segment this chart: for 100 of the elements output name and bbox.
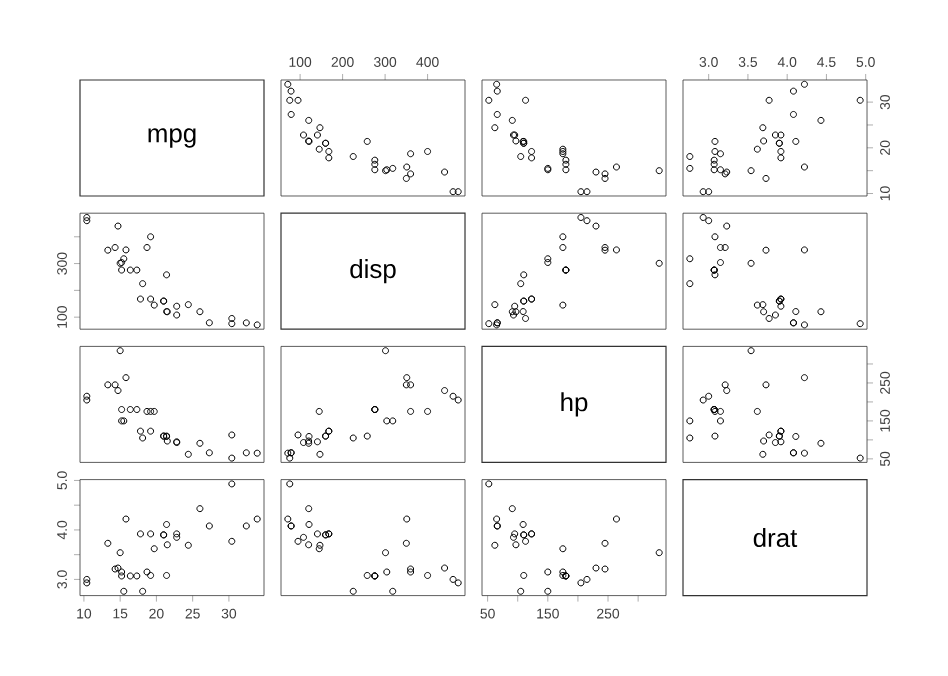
point xyxy=(253,515,261,523)
point xyxy=(519,308,527,316)
text: disp xyxy=(350,259,396,284)
point xyxy=(517,280,525,288)
point xyxy=(699,188,707,196)
point xyxy=(747,347,755,355)
point xyxy=(163,571,171,579)
point xyxy=(510,533,518,541)
point xyxy=(544,587,552,595)
point xyxy=(147,295,155,303)
point xyxy=(133,266,141,274)
point xyxy=(711,137,719,145)
point xyxy=(287,110,295,118)
point xyxy=(403,374,411,382)
point xyxy=(196,505,204,513)
point xyxy=(517,587,525,595)
point xyxy=(173,311,181,319)
point xyxy=(407,170,415,178)
point xyxy=(522,314,530,322)
point xyxy=(316,450,324,458)
point xyxy=(120,587,128,595)
point xyxy=(313,438,321,446)
point xyxy=(655,167,663,175)
point xyxy=(491,124,499,132)
point xyxy=(601,170,609,178)
point xyxy=(316,541,324,549)
point xyxy=(150,407,158,415)
point xyxy=(716,407,724,415)
point xyxy=(363,432,371,440)
point xyxy=(150,301,158,309)
point xyxy=(747,167,755,175)
point xyxy=(559,568,567,576)
point xyxy=(559,150,567,158)
point xyxy=(449,575,457,583)
point xyxy=(122,374,130,382)
point xyxy=(562,160,570,168)
point xyxy=(163,271,171,279)
point xyxy=(544,259,552,266)
point xyxy=(122,246,130,254)
point xyxy=(856,454,864,462)
point xyxy=(544,255,552,263)
point xyxy=(133,572,141,580)
point xyxy=(612,163,620,171)
point xyxy=(111,381,119,389)
point xyxy=(705,188,713,196)
point xyxy=(760,308,768,316)
point xyxy=(83,396,91,404)
point xyxy=(116,347,124,355)
point xyxy=(305,432,313,440)
point xyxy=(817,116,825,124)
point xyxy=(143,244,151,251)
point xyxy=(792,432,800,440)
point xyxy=(242,522,250,530)
point xyxy=(655,259,663,267)
point xyxy=(485,320,493,328)
point xyxy=(454,188,462,196)
point xyxy=(441,387,449,395)
point xyxy=(305,116,313,124)
point xyxy=(147,571,155,579)
point xyxy=(800,374,808,382)
point xyxy=(104,539,112,547)
point xyxy=(512,308,520,316)
point xyxy=(184,450,192,458)
point xyxy=(139,280,147,288)
point xyxy=(686,417,694,425)
point xyxy=(723,222,731,230)
point xyxy=(286,96,294,104)
point xyxy=(363,571,371,579)
point xyxy=(382,347,390,355)
point xyxy=(242,449,250,457)
point xyxy=(493,87,501,95)
point xyxy=(800,321,808,329)
point xyxy=(104,246,112,254)
point xyxy=(325,147,333,155)
point xyxy=(454,396,462,404)
point xyxy=(562,166,570,174)
point xyxy=(284,515,292,523)
point xyxy=(856,96,864,104)
point xyxy=(485,480,493,488)
point xyxy=(83,579,91,587)
point xyxy=(800,449,808,457)
point xyxy=(147,233,155,241)
point xyxy=(686,434,694,442)
point xyxy=(371,166,379,174)
point xyxy=(196,439,204,447)
point xyxy=(173,533,181,541)
point xyxy=(528,147,536,155)
point xyxy=(789,87,797,95)
point xyxy=(792,137,800,145)
point xyxy=(407,407,415,415)
point xyxy=(143,407,151,415)
point xyxy=(253,321,261,329)
point xyxy=(771,131,779,139)
point xyxy=(511,530,519,538)
point xyxy=(294,96,302,104)
point xyxy=(601,174,609,182)
point xyxy=(512,137,520,145)
point xyxy=(383,417,391,425)
point xyxy=(856,320,864,328)
point xyxy=(126,572,134,580)
